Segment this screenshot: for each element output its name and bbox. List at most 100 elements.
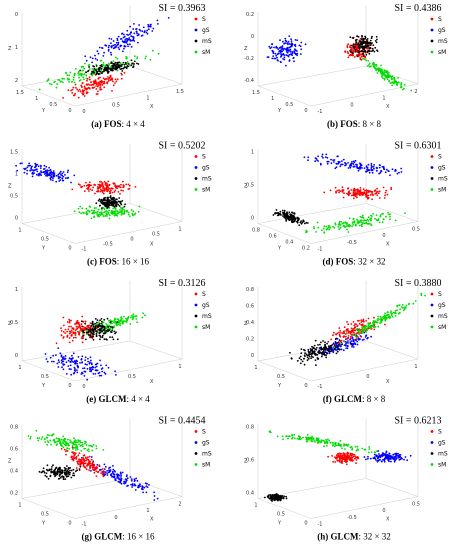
scatter-point	[127, 45, 129, 48]
scatter-point	[384, 76, 387, 78]
scatter-point	[377, 67, 379, 70]
scatter-point	[107, 196, 110, 199]
scatter-point	[334, 443, 337, 446]
scatter-point	[130, 316, 132, 319]
axis-box	[129, 478, 183, 497]
scatter-point	[91, 335, 94, 338]
scatter-point	[355, 38, 358, 41]
scatter-point	[123, 210, 126, 213]
legend-marker	[194, 155, 198, 158]
scatter-point	[326, 352, 329, 355]
scatter-point	[345, 222, 347, 224]
scatter-point	[114, 209, 117, 211]
scatter-point	[339, 340, 342, 343]
scatter-point	[37, 165, 40, 168]
scatter-point	[116, 321, 119, 323]
scatter-point	[381, 69, 383, 72]
legend-marker	[194, 314, 198, 318]
scatter-point	[284, 37, 287, 40]
scatter-point	[322, 350, 325, 352]
scatter-point	[335, 190, 337, 193]
z-tick-label: 0.2	[246, 337, 254, 343]
scatter-point	[294, 43, 297, 46]
scatter-point	[341, 160, 343, 162]
scatter-point	[78, 330, 81, 333]
scatter-point	[84, 363, 87, 366]
scatter-point	[341, 190, 344, 193]
x-tick-label: -0.5	[103, 242, 113, 248]
scatter-point	[318, 347, 321, 349]
scatter-point	[385, 314, 388, 317]
scatter-point	[116, 61, 119, 64]
scatter-point	[117, 35, 120, 38]
x-tick-label: 2	[178, 502, 181, 508]
scatter-point	[383, 460, 386, 463]
scatter-point	[110, 46, 113, 49]
scatter-point	[357, 449, 359, 451]
scatter-point	[58, 438, 61, 441]
scatter-point	[373, 316, 375, 319]
scatter-point	[276, 497, 279, 500]
scatter-point	[330, 344, 333, 347]
scatter-point	[109, 188, 112, 190]
scatter-point	[77, 330, 79, 333]
scatter-point	[352, 189, 355, 192]
scatter-point	[333, 346, 336, 349]
scatter-point	[85, 333, 88, 336]
scatter-point	[70, 455, 73, 458]
scatter-point	[116, 202, 118, 204]
scatter-point	[386, 168, 388, 171]
z-axis-label: Z	[8, 46, 12, 52]
scatter-point	[130, 64, 133, 66]
scatter-point	[130, 46, 133, 48]
scatter-point	[133, 480, 136, 482]
scatter-point	[137, 41, 139, 44]
scatter-point	[352, 36, 355, 39]
scatter-point	[281, 495, 284, 497]
scatter-point	[112, 465, 114, 467]
scatter-point	[352, 328, 354, 331]
scatter-point	[341, 460, 344, 463]
scatter-point	[74, 370, 77, 372]
scatter-point	[367, 194, 370, 197]
z-tick-label: 0.8	[10, 425, 18, 431]
scatter-point	[65, 444, 68, 447]
scatter-point	[291, 434, 293, 437]
scatter-point	[88, 78, 91, 81]
scatter-point	[368, 62, 371, 65]
scatter-point	[88, 450, 90, 453]
scatter-point	[68, 74, 70, 77]
scatter-point	[77, 356, 80, 358]
scatter-point	[101, 330, 103, 333]
scatter-point	[285, 495, 287, 498]
scatter-point	[101, 47, 103, 49]
scatter-point	[110, 210, 113, 212]
scatter-point	[76, 364, 79, 367]
scatter-point	[286, 49, 288, 51]
scatter-point	[67, 78, 70, 81]
scatter-point	[292, 214, 295, 217]
scatter-point	[62, 435, 65, 438]
scatter-point	[274, 52, 277, 55]
scatter-point	[354, 51, 356, 53]
scatter-point	[117, 474, 120, 476]
scatter-point	[70, 329, 73, 332]
scatter-point	[78, 70, 80, 73]
scatter-point	[62, 439, 65, 442]
scatter-point	[124, 203, 126, 206]
legend-marker	[430, 166, 434, 169]
scatter-point	[82, 73, 84, 76]
x-tick-label: 2	[414, 89, 417, 95]
scatter-point	[65, 473, 68, 476]
scatter-point	[385, 215, 387, 218]
scatter-point	[326, 445, 328, 447]
scatter-point	[288, 435, 291, 438]
scatter-point	[314, 339, 317, 342]
legend-label: sM	[438, 324, 446, 331]
scatter-point	[405, 304, 408, 307]
scatter-point	[335, 349, 338, 351]
scatter-point	[99, 319, 101, 322]
scatter-point	[322, 227, 325, 230]
scatter-point	[334, 186, 337, 189]
legend-label: mS	[438, 38, 448, 45]
